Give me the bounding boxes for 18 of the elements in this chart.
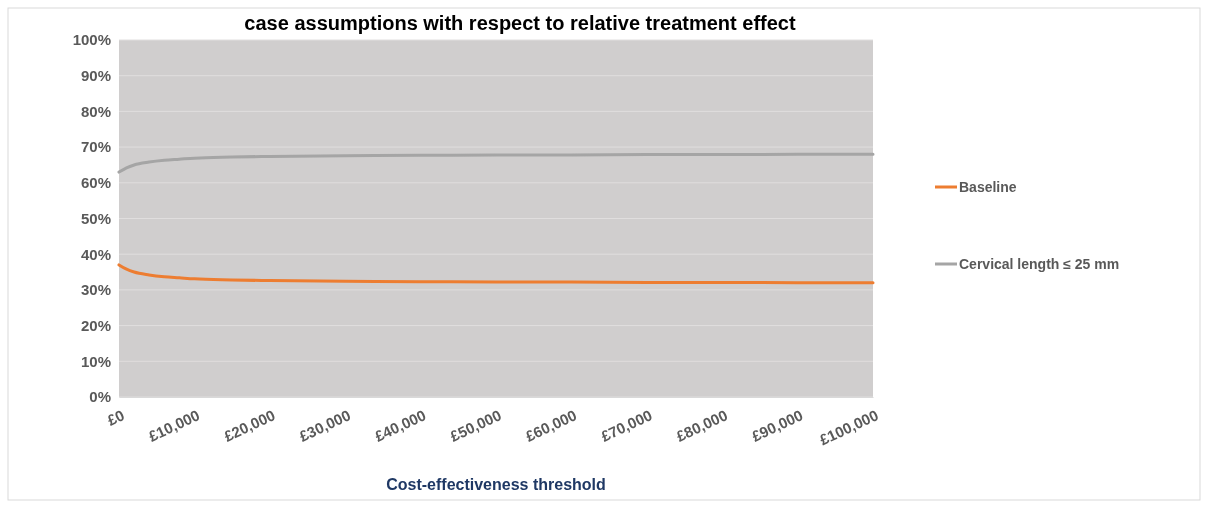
line-series [117,152,875,174]
legend-label: Baseline [959,179,1017,195]
legend-label: Cervical length ≤ 25 mm [959,256,1120,272]
y-tick-label: 10% [80,352,111,370]
y-tick-label: 0% [89,388,111,406]
y-tick-label: 20% [80,316,111,334]
y-tick-label: 60% [80,174,111,192]
x-axis-title: Cost-effectiveness threshold [386,476,606,493]
y-tick-label: 100% [72,31,111,49]
y-tick-label: 50% [80,209,111,227]
chart-title: case assumptions with respect to relative treatment effect [244,12,796,34]
y-tick-label: 30% [80,281,111,299]
line-series [117,263,875,285]
x-tick-label: £0 [104,406,127,429]
y-tick-label: 70% [80,138,111,156]
y-tick-label: 80% [80,102,111,120]
y-tick-label: 90% [80,67,111,84]
y-tick-label: 40% [80,245,111,263]
